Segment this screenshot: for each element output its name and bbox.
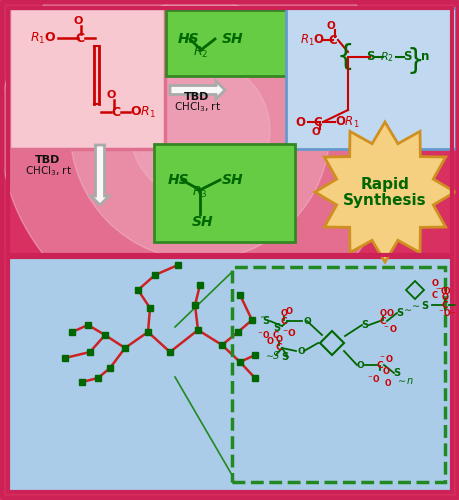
- Text: $^-$O: $^-$O: [448, 310, 459, 320]
- Text: SH: SH: [222, 173, 243, 187]
- Bar: [95, 375, 101, 381]
- Text: $^-$O: $^-$O: [434, 284, 448, 296]
- Text: TBD: TBD: [35, 155, 61, 165]
- Text: TBD: TBD: [184, 92, 209, 102]
- Bar: [252, 352, 257, 358]
- Bar: [145, 329, 151, 335]
- Text: O: O: [382, 368, 389, 376]
- Text: $^-$O: $^-$O: [437, 286, 452, 296]
- Text: O: O: [266, 336, 273, 345]
- Text: $\}$: $\}$: [405, 44, 421, 76]
- FancyBboxPatch shape: [8, 257, 451, 492]
- Bar: [134, 287, 141, 293]
- Bar: [122, 345, 128, 351]
- Text: Rapid: Rapid: [360, 176, 409, 192]
- Text: CHCl$_3$, rt: CHCl$_3$, rt: [24, 164, 71, 178]
- Text: C: C: [280, 316, 287, 326]
- Text: O: O: [285, 306, 292, 316]
- Bar: [87, 349, 93, 355]
- Text: C: C: [75, 32, 84, 44]
- Text: S: S: [396, 308, 403, 318]
- Bar: [107, 365, 113, 371]
- Bar: [236, 359, 242, 365]
- Text: $\sim$S: $\sim$S: [409, 299, 429, 311]
- Polygon shape: [170, 81, 224, 99]
- Text: S: S: [402, 50, 410, 64]
- Bar: [235, 329, 241, 335]
- Text: Synthesis: Synthesis: [342, 192, 426, 208]
- Text: $\sim\!\!$: $\sim\!\!$: [257, 310, 269, 320]
- FancyBboxPatch shape: [9, 8, 165, 149]
- Text: $R_2$: $R_2$: [193, 44, 208, 60]
- Polygon shape: [314, 122, 454, 262]
- Text: HS: HS: [168, 173, 189, 187]
- Text: S: S: [392, 368, 400, 378]
- Circle shape: [70, 0, 329, 260]
- Bar: [195, 327, 201, 333]
- Text: $^-$O: $^-$O: [437, 306, 452, 318]
- Text: $R_1$O: $R_1$O: [30, 30, 56, 46]
- Text: O$R_1$: O$R_1$: [130, 104, 156, 120]
- Text: $R_1$O: $R_1$O: [299, 32, 325, 48]
- Text: O$R_1$: O$R_1$: [334, 114, 359, 130]
- Text: CHCl$_3$, rt: CHCl$_3$, rt: [173, 100, 220, 114]
- Text: C: C: [328, 34, 336, 46]
- Text: C: C: [441, 300, 448, 310]
- Bar: [147, 305, 153, 311]
- Text: S: S: [273, 323, 280, 333]
- Bar: [174, 262, 180, 268]
- Bar: [151, 272, 157, 278]
- Text: $\sim\!\!S$: $\sim\!\!S$: [263, 349, 280, 361]
- Text: O: O: [431, 278, 437, 287]
- Bar: [102, 332, 108, 338]
- Text: O: O: [326, 21, 335, 31]
- Text: C: C: [111, 106, 120, 118]
- Circle shape: [130, 60, 269, 200]
- Bar: [236, 292, 242, 298]
- Text: O: O: [294, 116, 304, 128]
- Text: O: O: [275, 336, 282, 344]
- Bar: [252, 375, 257, 381]
- Text: O: O: [106, 90, 115, 100]
- Bar: [248, 317, 254, 323]
- Bar: [79, 379, 85, 385]
- Text: O: O: [311, 127, 319, 137]
- Text: C: C: [431, 292, 437, 300]
- Text: HS: HS: [178, 32, 199, 46]
- Bar: [218, 342, 224, 348]
- Text: O: O: [280, 310, 287, 318]
- Bar: [196, 282, 202, 288]
- Bar: [62, 355, 68, 361]
- Text: O: O: [441, 294, 448, 302]
- Text: $\{$: $\{$: [335, 42, 351, 72]
- FancyBboxPatch shape: [166, 10, 291, 76]
- Text: S: S: [361, 320, 368, 330]
- Bar: [167, 349, 173, 355]
- Text: C: C: [313, 116, 322, 128]
- Polygon shape: [91, 145, 109, 205]
- Text: O: O: [384, 378, 391, 388]
- Text: $^-$O: $^-$O: [377, 352, 393, 364]
- Text: SH: SH: [191, 215, 213, 229]
- Text: C: C: [272, 332, 279, 340]
- FancyBboxPatch shape: [285, 8, 455, 149]
- Bar: [85, 322, 91, 328]
- Text: O: O: [73, 16, 83, 26]
- Text: O: O: [355, 360, 363, 370]
- Text: C: C: [376, 360, 382, 370]
- Text: SH: SH: [222, 32, 243, 46]
- Text: $\sim$: $\sim$: [402, 303, 413, 313]
- Text: O: O: [302, 316, 310, 326]
- Text: O: O: [297, 346, 304, 356]
- Text: $^-$O: $^-$O: [256, 330, 271, 340]
- Text: n: n: [420, 50, 428, 64]
- FancyBboxPatch shape: [154, 144, 294, 242]
- Text: C: C: [379, 316, 386, 326]
- Text: S: S: [281, 352, 288, 362]
- Text: O: O: [379, 310, 386, 318]
- Text: $^-$O: $^-$O: [381, 322, 397, 334]
- Text: $R_2$: $R_2$: [379, 50, 393, 64]
- Text: $\sim\!n$: $\sim\!n$: [395, 376, 413, 386]
- Text: S: S: [456, 300, 459, 310]
